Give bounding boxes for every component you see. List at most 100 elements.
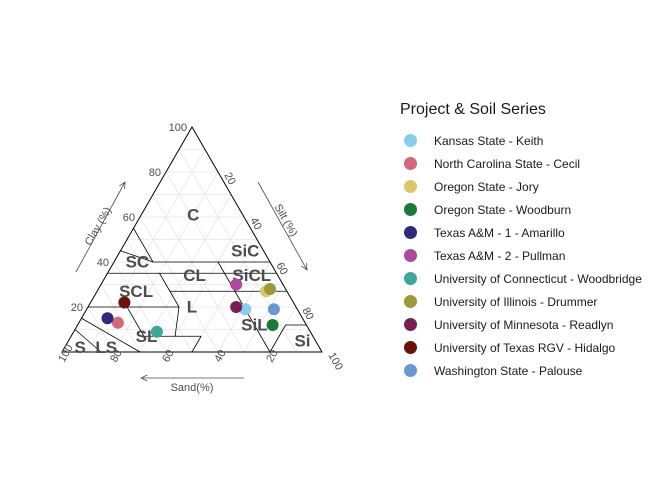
- legend-title: Project & Soil Series: [400, 101, 546, 118]
- legend-item: North Carolina State - Cecil: [400, 152, 672, 175]
- legend-item: Oregon State - Woodburn: [400, 198, 672, 221]
- tick-label-clay-100: 100: [169, 122, 187, 134]
- grid-line-silt-90: [295, 329, 310, 353]
- boundary-line-7: [159, 273, 171, 292]
- data-point-7: [150, 325, 163, 338]
- region-label-si: Si: [294, 331, 310, 350]
- boundary-line-26: [74, 329, 102, 353]
- data-point-8: [264, 283, 276, 295]
- legend-swatch: [404, 341, 417, 354]
- data-point-11: [267, 303, 280, 316]
- boundary-line-20: [191, 336, 202, 353]
- legend-item: Oregon State - Jory: [400, 175, 672, 198]
- boundary-line-4: [133, 228, 154, 263]
- tick-label-clay-40: 40: [97, 257, 109, 269]
- silt-axis-arrow: [257, 181, 308, 271]
- legend-swatch: [404, 203, 417, 216]
- grid-line-sand-50: [126, 239, 193, 353]
- legend-items: Kansas State - Keith North Carolina State…: [400, 129, 672, 382]
- tick-label-sand-80: 80: [108, 348, 125, 365]
- legend-swatch: [404, 180, 417, 193]
- region-label-cl: CL: [183, 266, 206, 285]
- boundary-line-24: [234, 291, 271, 353]
- boundary-line-13: [169, 291, 180, 308]
- data-point-5: [101, 312, 114, 325]
- legend-item: University of Connecticut - Woodbridge: [400, 267, 672, 290]
- region-label-sicl: SiCL: [232, 266, 271, 285]
- region-label-ls: LS: [95, 338, 117, 357]
- legend-item: University of Illinois - Drummer: [400, 290, 672, 313]
- legend-label: University of Illinois - Drummer: [434, 294, 598, 309]
- legend-swatch: [404, 272, 417, 285]
- grid-line-sand-90: [74, 329, 89, 353]
- region-label-c: C: [187, 205, 199, 224]
- legend-item: Washington State - Palouse: [400, 359, 672, 382]
- legend-label: University of Minnesota - Readlyn: [434, 317, 614, 332]
- legend-swatch: [404, 157, 417, 170]
- region-label-scl: SCL: [119, 282, 153, 301]
- legend-item: University of Minnesota - Readlyn: [400, 313, 672, 336]
- tick-label-silt-60: 60: [273, 261, 290, 278]
- region-label-sc: SC: [126, 253, 150, 272]
- region-label-l: L: [187, 298, 197, 317]
- boundary-line-5: [217, 261, 225, 274]
- sand-axis-arrow-head: [140, 374, 148, 382]
- silt-axis-title: Silt (%): [272, 202, 300, 239]
- silt-axis-arrow-head: [301, 262, 308, 271]
- data-points: [101, 278, 280, 338]
- tick-label-silt-80: 80: [299, 306, 316, 323]
- boundary-line-16: [174, 306, 180, 337]
- boundary-line-25: [81, 317, 141, 353]
- legend-item: Texas A&M - 1 - Amarillo: [400, 221, 672, 244]
- tick-label-sand-100: 100: [56, 343, 76, 365]
- boundary-line-22: [269, 324, 286, 353]
- data-point-1: [239, 303, 252, 316]
- data-point-6: [230, 278, 243, 291]
- legend-swatch: [404, 318, 417, 331]
- grid-line-sand-10: [178, 149, 297, 353]
- legend-label: Oregon State - Jory: [434, 179, 539, 194]
- legend-label: Texas A&M - 2 - Pullman: [434, 248, 566, 263]
- tick-label-sand-60: 60: [160, 348, 177, 365]
- legend: Project & Soil Series Kansas State - Kei…: [400, 101, 672, 382]
- tick-label-silt-100: 100: [325, 351, 345, 373]
- tick-label-clay-20: 20: [71, 302, 83, 314]
- tick-label-sand-20: 20: [264, 348, 281, 365]
- sand-axis-title: Sand(%): [171, 382, 214, 394]
- legend-swatch: [404, 364, 417, 377]
- legend-item: Kansas State - Keith: [400, 129, 672, 152]
- data-point-4: [266, 319, 279, 331]
- region-label-sil: SiL: [241, 316, 267, 335]
- legend-label: North Carolina State - Cecil: [434, 156, 581, 171]
- legend-swatch: [404, 134, 417, 147]
- legend-label: University of Connecticut - Woodbridge: [434, 271, 642, 286]
- tick-label-clay-60: 60: [123, 212, 135, 224]
- grid-line-silt-50: [191, 239, 258, 353]
- tick-label-clay-80: 80: [149, 167, 161, 179]
- legend-label: Texas A&M - 1 - Amarillo: [434, 225, 565, 240]
- legend-swatch: [404, 226, 417, 239]
- region-label-s: S: [75, 338, 86, 357]
- tick-label-silt-20: 20: [221, 171, 238, 188]
- legend-label: Washington State - Palouse: [434, 363, 583, 378]
- legend-label: University of Texas RGV - Hidalgo: [434, 340, 616, 355]
- legend-swatch: [404, 249, 417, 262]
- legend-swatch: [404, 295, 417, 308]
- legend-label: Kansas State - Keith: [434, 133, 544, 148]
- clay-axis-title: Clay (%): [83, 205, 114, 248]
- legend-label: Oregon State - Woodburn: [434, 202, 572, 217]
- region-label-sic: SiC: [231, 241, 259, 260]
- data-point-9: [230, 301, 243, 313]
- triangle-outline: [61, 126, 323, 353]
- clay-axis-arrow: [75, 181, 126, 273]
- tick-label-sand-40: 40: [212, 348, 229, 365]
- legend-item: Texas A&M - 2 - Pullman: [400, 244, 672, 267]
- tick-label-silt-40: 40: [247, 216, 264, 233]
- grid-line-silt-70: [243, 284, 284, 353]
- legend-item: University of Texas RGV - Hidalgo: [400, 336, 672, 359]
- clay-axis-arrow-head: [119, 181, 126, 190]
- boundary-line-1: [120, 250, 154, 263]
- boundary-line-18: [126, 306, 145, 337]
- data-point-10: [118, 296, 131, 309]
